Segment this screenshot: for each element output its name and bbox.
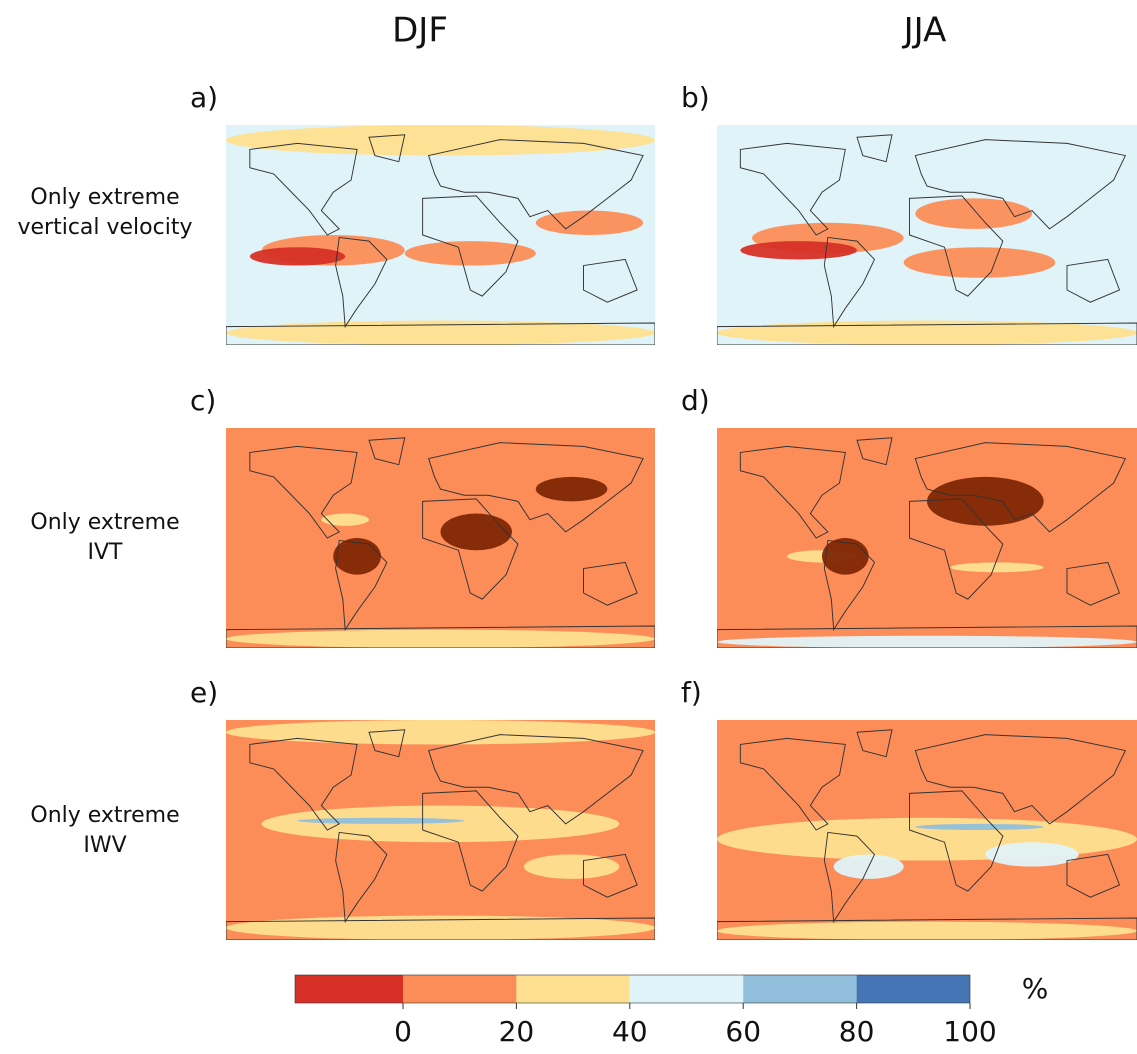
colorbar-segment [403,975,517,1003]
map-region [226,720,655,745]
map-region [523,854,620,879]
map-region [321,513,369,526]
map-region [333,538,381,575]
colorbar-unit: % [1022,972,1049,1005]
map-region [903,247,1056,278]
map-panel [717,125,1137,345]
colorbar-tick-label: 40 [612,1015,648,1048]
colorbar-segment [743,975,857,1003]
colorbar-tick-label: 20 [499,1015,535,1048]
colorbar-tick-label: 80 [839,1015,875,1048]
colorbar-tick-label: 100 [943,1015,996,1048]
map-panel [717,720,1137,940]
map-region [226,320,655,345]
map-region [985,842,1079,867]
row-label: Only extreme [30,803,179,828]
map-region [927,476,1044,526]
panel-label: d) [681,384,710,417]
map-region [740,241,857,260]
map-region [717,635,1137,648]
panel-label: a) [190,81,218,114]
map-region [249,247,346,266]
colorbar-frame [294,974,971,1004]
map-region [535,210,644,235]
colorbar-segment [856,975,970,1003]
colorbar-segment [516,975,630,1003]
map-region [950,562,1044,573]
map-region [404,241,536,266]
map-background [717,428,1137,648]
colorbar-segment [629,975,744,1003]
map-region [226,125,655,156]
row-label: Only extreme [30,185,179,210]
map-region [915,823,1044,830]
panel-label: c) [190,384,216,417]
colorbar-tick-label: 0 [394,1015,412,1048]
map-region [822,538,869,575]
row-label: IVT [88,540,124,565]
map-region [261,805,620,843]
map-region [226,629,655,648]
map-region [717,921,1137,940]
panel-label: b) [681,81,710,114]
panel-label: e) [190,676,218,709]
map-region [440,513,512,551]
map-region [915,198,1032,229]
map-region [535,476,608,502]
row-label: IWV [83,833,126,858]
column-title: JJA [902,11,947,51]
row-label: vertical velocity [17,215,192,240]
map-panel [226,125,655,345]
map-panel [717,428,1137,648]
panel-label: f) [681,676,702,709]
row-label: Only extreme [30,510,179,535]
map-region [226,915,655,940]
map-background [226,125,655,345]
colorbar-tick-label: 60 [725,1015,761,1048]
map-background [226,428,655,648]
map-panel [226,720,655,940]
map-region [717,320,1137,345]
colorbar-under [295,975,403,1003]
map-panel [226,428,655,648]
column-title: DJF [392,11,448,51]
